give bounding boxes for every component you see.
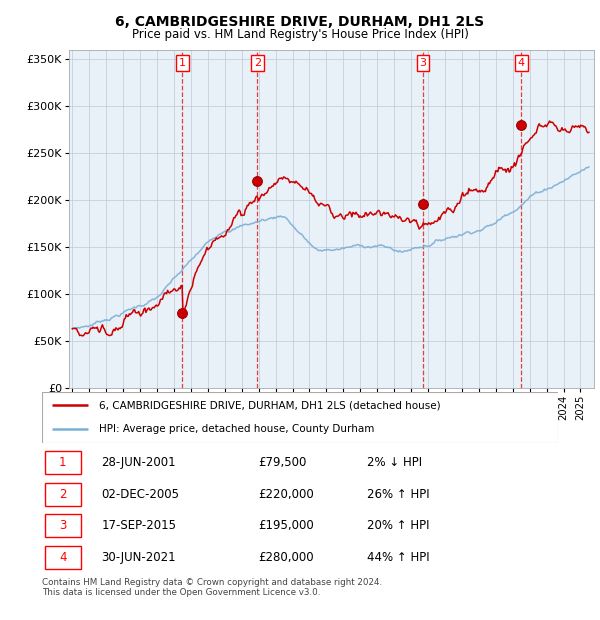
Text: 1: 1 xyxy=(179,58,186,68)
Text: 6, CAMBRIDGESHIRE DRIVE, DURHAM, DH1 2LS (detached house): 6, CAMBRIDGESHIRE DRIVE, DURHAM, DH1 2LS… xyxy=(99,400,440,410)
Text: 2: 2 xyxy=(254,58,261,68)
Text: Price paid vs. HM Land Registry's House Price Index (HPI): Price paid vs. HM Land Registry's House … xyxy=(131,28,469,41)
Bar xyxy=(44,451,81,474)
Bar xyxy=(44,546,81,569)
Text: £280,000: £280,000 xyxy=(259,551,314,564)
Text: 4: 4 xyxy=(59,551,67,564)
Text: £195,000: £195,000 xyxy=(259,520,314,533)
Text: Contains HM Land Registry data © Crown copyright and database right 2024.
This d: Contains HM Land Registry data © Crown c… xyxy=(42,578,382,597)
Text: 2: 2 xyxy=(59,487,67,500)
Text: 3: 3 xyxy=(419,58,427,68)
Text: 17-SEP-2015: 17-SEP-2015 xyxy=(101,520,176,533)
Text: 2% ↓ HPI: 2% ↓ HPI xyxy=(367,456,422,469)
Text: 6, CAMBRIDGESHIRE DRIVE, DURHAM, DH1 2LS: 6, CAMBRIDGESHIRE DRIVE, DURHAM, DH1 2LS xyxy=(115,16,485,30)
Bar xyxy=(44,515,81,538)
Text: 30-JUN-2021: 30-JUN-2021 xyxy=(101,551,176,564)
Text: HPI: Average price, detached house, County Durham: HPI: Average price, detached house, Coun… xyxy=(99,424,374,434)
Bar xyxy=(44,482,81,505)
Text: 20% ↑ HPI: 20% ↑ HPI xyxy=(367,520,430,533)
Text: £79,500: £79,500 xyxy=(259,456,307,469)
Text: 1: 1 xyxy=(59,456,67,469)
Text: 02-DEC-2005: 02-DEC-2005 xyxy=(101,487,179,500)
Text: 3: 3 xyxy=(59,520,67,533)
Text: £220,000: £220,000 xyxy=(259,487,314,500)
Text: 4: 4 xyxy=(518,58,525,68)
Text: 26% ↑ HPI: 26% ↑ HPI xyxy=(367,487,430,500)
Text: 28-JUN-2001: 28-JUN-2001 xyxy=(101,456,176,469)
Text: 44% ↑ HPI: 44% ↑ HPI xyxy=(367,551,430,564)
